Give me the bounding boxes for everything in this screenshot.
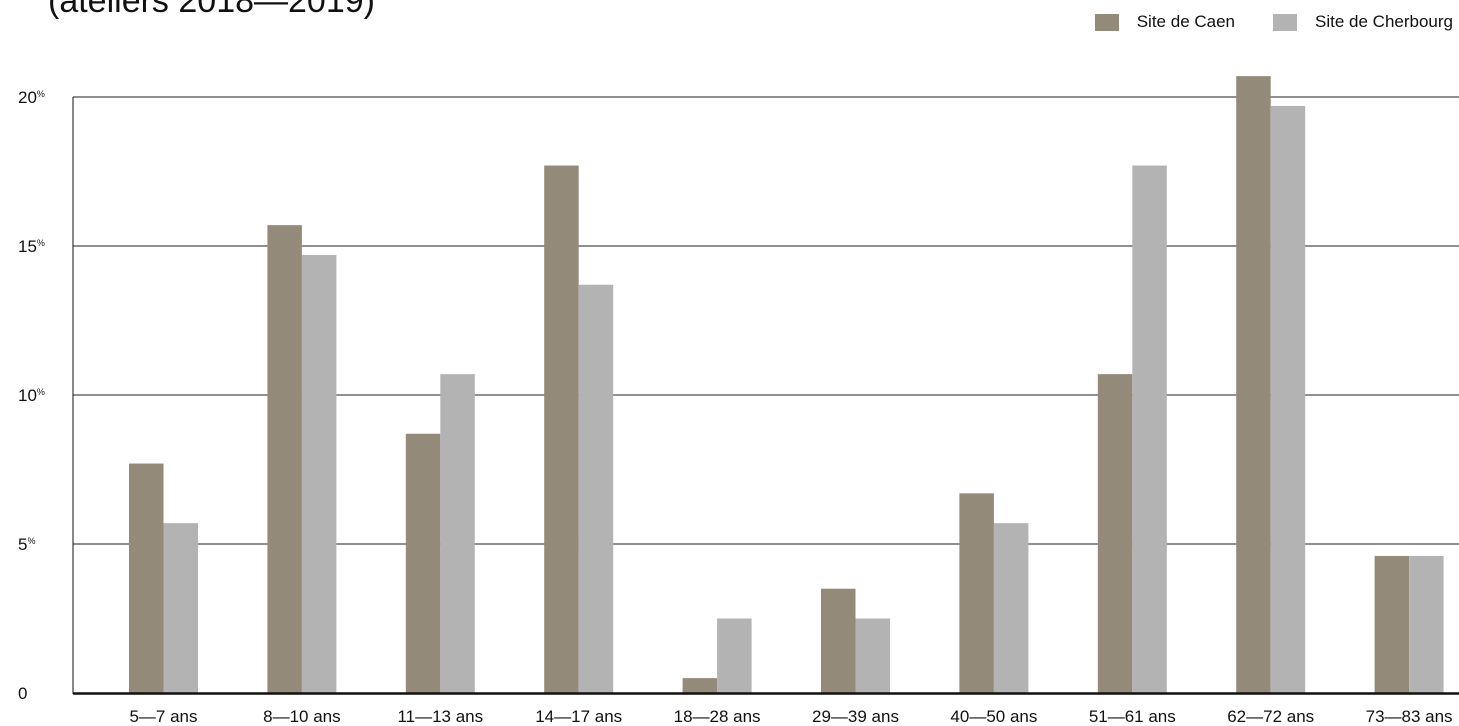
bar-cherbourg-2 [440,374,475,693]
legend-item-caen: Site de Caen [1094,12,1236,32]
bar-caen-6 [959,493,994,693]
bar-cherbourg-9 [1409,555,1444,693]
bar-caen-5 [821,588,856,693]
chart-legend: Site de Caen Site de Cherbourg [1057,12,1453,32]
bar-cherbourg-6 [993,523,1029,693]
bar-cherbourg-4 [717,618,752,693]
bar-cherbourg-3 [578,284,614,693]
legend-item-cherbourg: Site de Cherbourg [1273,12,1453,32]
x-tick-label-5: 29—39 ans [812,707,899,726]
bar-cherbourg-7 [1132,165,1167,694]
bar-cherbourg-1 [301,254,337,693]
bar-caen-2 [405,433,441,693]
y-tick-label-20: 20% [18,88,45,107]
legend-label-caen: Site de Caen [1136,12,1236,31]
bar-cherbourg-0 [163,523,198,693]
x-tick-label-1: 8—10 ans [263,707,341,726]
y-tick-label-5: 5% [18,535,35,554]
bar-caen-7 [1097,374,1133,693]
bar-caen-0 [129,463,164,693]
x-tick-label-0: 5—7 ans [129,707,197,726]
legend-label-cherbourg: Site de Cherbourg [1315,12,1453,31]
bar-cherbourg-5 [855,618,890,693]
bar-cherbourg-8 [1270,105,1306,693]
x-tick-label-6: 40—50 ans [950,707,1037,726]
y-tick-label-0: 0 [18,684,27,703]
x-tick-label-7: 51—61 ans [1089,707,1176,726]
x-tick-label-4: 18—28 ans [674,707,761,726]
x-tick-label-3: 14—17 ans [535,707,622,726]
y-tick-label-15: 15% [18,237,45,256]
x-tick-label-9: 73—83 ans [1366,707,1453,726]
bar-caen-4 [682,678,718,693]
chart-title: (ateliers 2018—2019) [48,0,375,20]
y-tick-label-10: 10% [18,386,45,405]
bar-caen-3 [544,165,579,694]
x-tick-label-8: 62—72 ans [1227,707,1314,726]
x-tick-label-2: 11—13 ans [397,707,483,726]
legend-swatch-cherbourg [1273,13,1298,31]
legend-swatch-caen [1094,13,1119,31]
bar-caen-1 [267,225,302,693]
bar-caen-9 [1374,555,1410,693]
bar-caen-8 [1236,76,1271,693]
